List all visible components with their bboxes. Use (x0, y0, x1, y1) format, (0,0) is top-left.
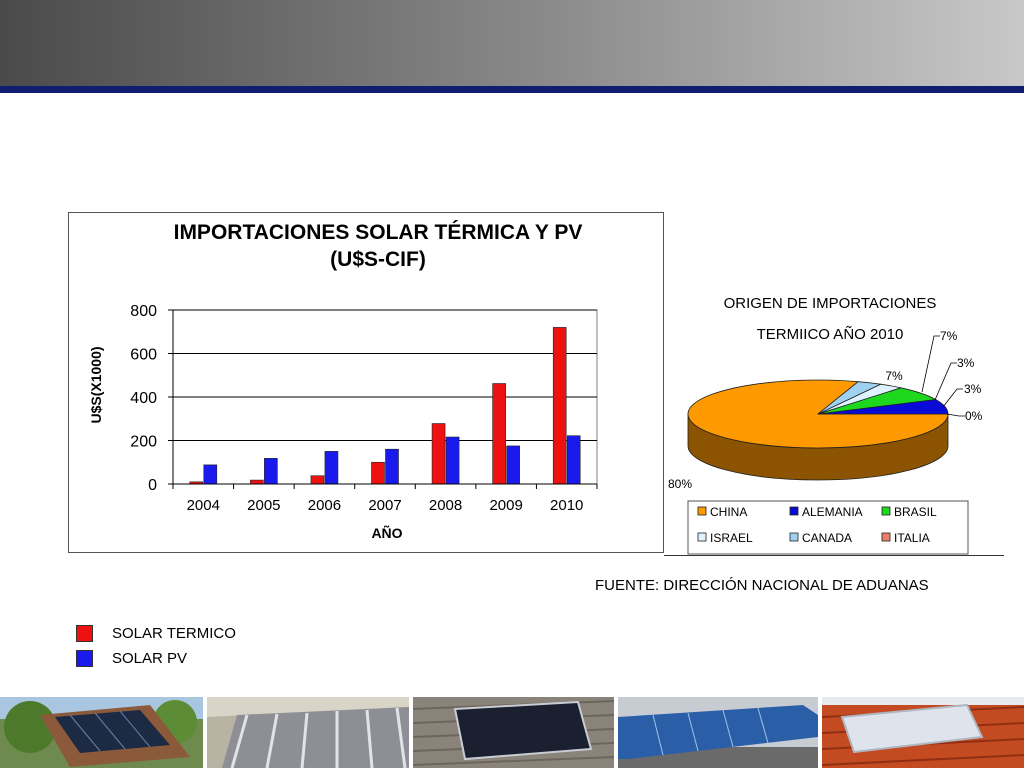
legend-label-solar-termico: SOLAR TERMICO (112, 624, 236, 642)
x-tick-label: 2009 (489, 497, 522, 514)
pie-label-brasil-leader (921, 335, 940, 393)
pie-legend-swatch-israel (697, 532, 707, 542)
pie-label-italia-leader (946, 413, 965, 417)
bar-solar-pv (506, 445, 520, 485)
bar-chart-svg: IMPORTACIONES SOLAR TÉRMICA Y PV (U$S-CIF… (88, 221, 598, 541)
bar-solar-termico (371, 461, 385, 485)
bar-solar-pv (203, 464, 218, 485)
bar-solar-termico (250, 479, 264, 485)
pie-label-israel: 3% (957, 356, 975, 370)
header-rule (0, 86, 1024, 93)
bar-solar-termico (431, 423, 446, 485)
bar-solar-pv (264, 458, 278, 485)
legend-swatch-solar-pv (76, 649, 93, 667)
legend-item-solar-pv: SOLAR PV (76, 648, 187, 668)
x-axis-title: AÑO (371, 524, 402, 541)
pie-label-canada: 3% (964, 382, 982, 396)
y-tick-label: 800 (130, 303, 157, 320)
pie-label-china: 80% (668, 477, 692, 491)
x-tick-label: 2004 (187, 497, 220, 514)
pie-label-alemania: 7% (885, 369, 903, 383)
pie-legend-label-canada: CANADA (802, 531, 852, 545)
pie-legend-label-brasil: BRASIL (894, 505, 937, 519)
pie-legend-swatch-alemania (789, 506, 799, 516)
pie-legend-label-alemania: ALEMANIA (802, 505, 863, 519)
bar-solar-termico (492, 383, 506, 485)
photo-tile-roof-collector (822, 697, 1024, 768)
legend-label-solar-pv: SOLAR PV (112, 649, 188, 667)
y-tick-label: 0 (148, 477, 157, 494)
pie-title-line1: ORIGEN DE IMPORTACIONES (724, 295, 937, 312)
legend-item-solar-termico: SOLAR TERMICO (76, 623, 236, 643)
pie-legend-swatch-china (697, 506, 707, 516)
pie-slice-canada (817, 381, 882, 415)
bar-solar-termico (552, 327, 567, 485)
pie-chart-svg: ORIGEN DE IMPORTACIONES TERMIICO AÑO 2010… (668, 295, 983, 555)
x-tick-label: 2005 (247, 497, 280, 514)
photo-roof-flat-collector (413, 697, 614, 768)
bar-solar-pv (385, 448, 399, 485)
solar-panel-photo-strip (0, 697, 1024, 768)
photo-collector-array (618, 697, 818, 768)
chart-subtitle: (U$S-CIF) (330, 248, 426, 271)
imports-bar-chart: IMPORTACIONES SOLAR TÉRMICA Y PV (U$S-CIF… (68, 212, 664, 553)
pie-label-brasil: 7% (940, 329, 958, 343)
legend-swatch-solar-termico (76, 624, 93, 642)
bar-solar-pv (566, 435, 581, 485)
pie-label-italia: 0% (965, 409, 983, 423)
bar-solar-pv (324, 451, 339, 485)
pie-label-canada-leader (942, 388, 963, 408)
pie-legend-label-israel: ISRAEL (710, 531, 753, 545)
pie-label-israel-leader (934, 362, 957, 401)
x-tick-label: 2008 (429, 497, 462, 514)
y-tick-label: 600 (130, 347, 157, 364)
source-note: FUENTE: DIRECCIÓN NACIONAL DE ADUANAS (595, 577, 929, 594)
pie-panel-rule (664, 555, 1004, 556)
header-banner (0, 0, 1024, 86)
origin-pie-chart: ORIGEN DE IMPORTACIONES TERMIICO AÑO 2010… (664, 290, 1004, 556)
photo-solar-panels-garden (0, 697, 203, 768)
chart-title: IMPORTACIONES SOLAR TÉRMICA Y PV (174, 221, 583, 244)
bar-solar-pv (445, 436, 460, 485)
y-axis-title: U$S(X1000) (88, 346, 104, 423)
bar-solar-termico (310, 475, 325, 485)
pie-title-line2: TERMIICO AÑO 2010 (757, 326, 904, 343)
x-tick-label: 2006 (308, 497, 341, 514)
pie-legend-swatch-italia (881, 532, 891, 542)
y-tick-label: 200 (130, 434, 157, 451)
y-tick-label: 400 (130, 390, 157, 407)
pie-legend-label-italia: ITALIA (894, 531, 930, 545)
photo-tube-collectors (207, 697, 409, 768)
pie-legend-label-china: CHINA (710, 505, 747, 519)
pie-legend-box (687, 500, 969, 555)
pie-legend-swatch-brasil (881, 506, 891, 516)
x-tick-label: 2007 (368, 497, 401, 514)
pie-legend-swatch-canada (789, 532, 799, 542)
x-tick-label: 2010 (550, 497, 583, 514)
